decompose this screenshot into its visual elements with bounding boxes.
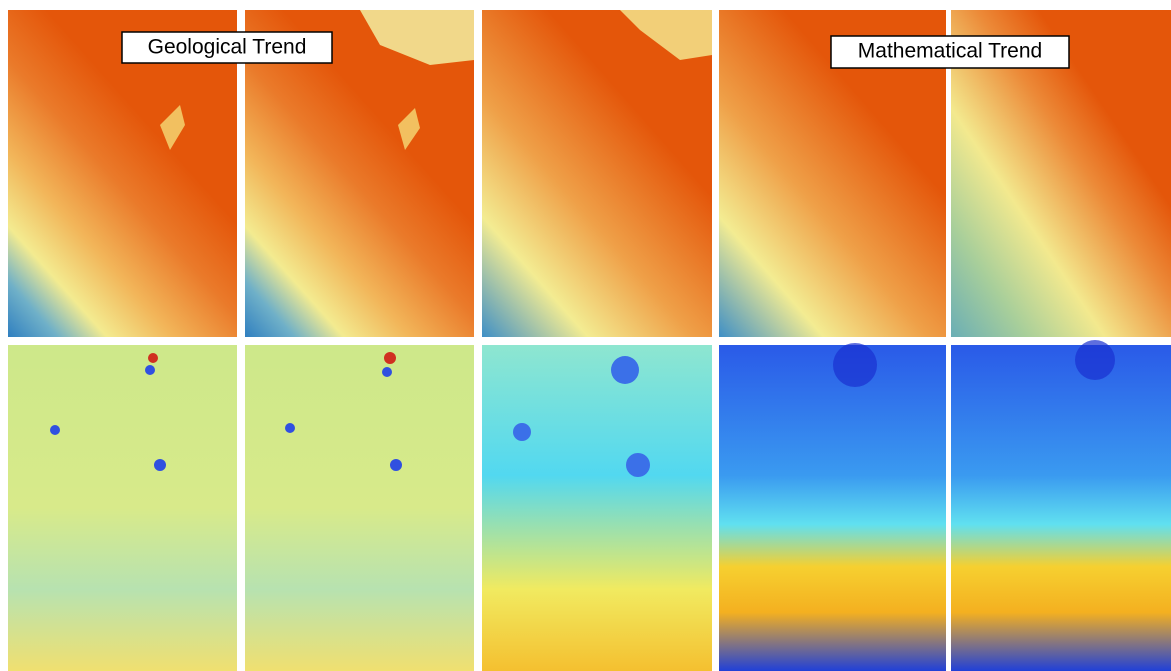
anomaly	[513, 423, 531, 441]
anomaly	[1075, 340, 1115, 380]
anomaly	[382, 367, 392, 377]
anomaly	[390, 459, 402, 471]
map-panel	[8, 345, 237, 671]
bottom-row	[8, 340, 1171, 671]
label: Geological Trend	[148, 36, 307, 59]
map-panel	[951, 345, 1171, 671]
page: Geological Trend Mathematical Trend (() …	[0, 0, 1171, 671]
anomaly	[154, 459, 166, 471]
anomaly	[833, 343, 877, 387]
anomaly	[145, 365, 155, 375]
anomaly	[148, 353, 158, 363]
anomaly	[626, 453, 650, 477]
label: Mathematical Trend	[858, 40, 1042, 63]
map-panel	[482, 345, 712, 671]
map-panel	[245, 345, 474, 671]
figure: Geological Trend Mathematical Trend	[0, 0, 1171, 671]
anomaly	[50, 425, 60, 435]
anomaly	[285, 423, 295, 433]
anomaly	[384, 352, 396, 364]
map-panel	[719, 345, 946, 671]
anomaly	[611, 356, 639, 384]
map-panel	[482, 10, 712, 337]
